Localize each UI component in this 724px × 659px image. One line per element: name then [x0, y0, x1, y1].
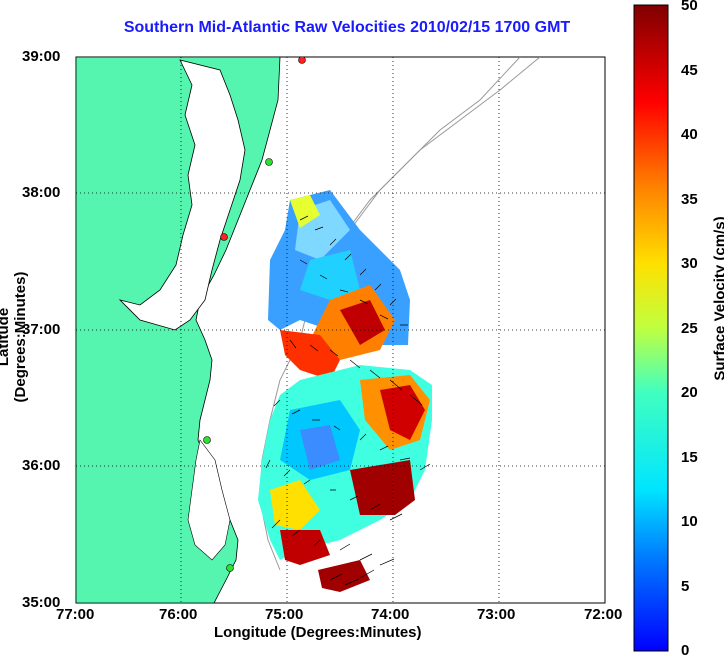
colorbar-tick-label: 10 — [681, 513, 698, 530]
colorbar-tick-label: 25 — [681, 320, 698, 337]
sound-water — [187, 439, 231, 561]
x-axis-label: Longitude (Degrees:Minutes) — [214, 624, 422, 641]
colorbar-tick-label: 0 — [681, 642, 690, 659]
grid-lines — [76, 57, 605, 603]
colorbar-tick-label: 5 — [681, 578, 690, 595]
x-tick-label: 76:00 — [159, 606, 198, 623]
station-marker — [298, 57, 306, 64]
colorbar-label: Surface Velocity (cm/s) — [711, 216, 724, 381]
colorbar-tick-label: 15 — [681, 449, 698, 466]
colorbar-tick-label: 20 — [681, 384, 698, 401]
station-marker — [203, 436, 211, 444]
x-tick-label: 75:00 — [265, 606, 304, 623]
velocity-field — [258, 190, 432, 592]
colorbar-tick-label: 50 — [681, 0, 698, 14]
x-tick-label: 73:00 — [477, 606, 516, 623]
x-tick-label: 74:00 — [371, 606, 410, 623]
colorbar — [633, 4, 669, 652]
velocity-arrows — [265, 215, 431, 586]
colorbar-tick-label: 35 — [681, 191, 698, 208]
y-tick-label: 36:00 — [22, 457, 61, 474]
colorbar-tick-label: 40 — [681, 126, 698, 143]
colorbar-tick-label: 30 — [681, 255, 698, 272]
x-tick-label: 72:00 — [584, 606, 623, 623]
y-axis-label: Latitude (Degrees:Minutes) — [0, 271, 29, 403]
station-marker — [265, 158, 273, 166]
x-tick-label: 77:00 — [56, 606, 95, 623]
colorbar-tick-label: 45 — [681, 62, 698, 79]
y-tick-label: 37:00 — [22, 321, 61, 338]
station-marker — [226, 564, 234, 572]
chesapeake-bay — [118, 59, 246, 331]
station-marker — [220, 233, 228, 241]
map-title: Southern Mid-Atlantic Raw Velocities 201… — [123, 19, 571, 36]
y-tick-label: 35:00 — [22, 594, 61, 611]
y-tick-label: 38:00 — [22, 184, 61, 201]
y-tick-label: 39:00 — [22, 48, 61, 65]
